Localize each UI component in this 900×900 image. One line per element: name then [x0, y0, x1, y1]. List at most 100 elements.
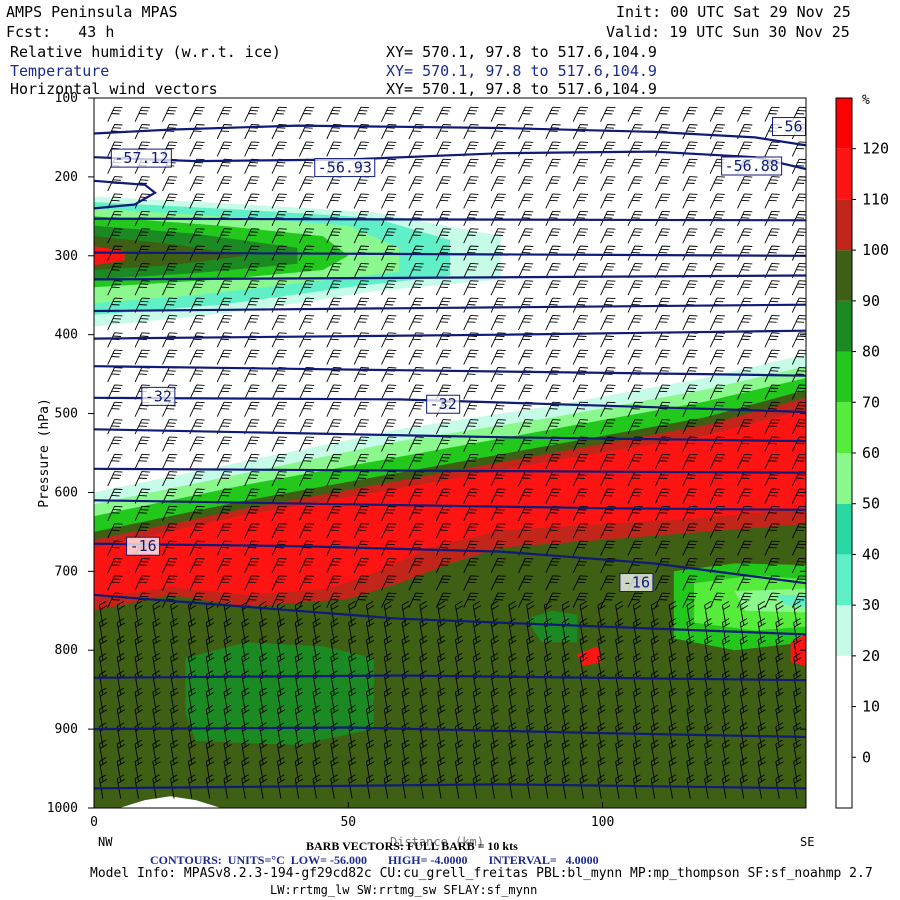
wind-barb [152, 635, 161, 660]
wind-barb [401, 600, 410, 626]
wind-barb [526, 704, 535, 730]
wind-barb [134, 687, 143, 712]
wind-barb [597, 635, 606, 660]
contour-label-box [721, 156, 783, 176]
wind-barb [353, 523, 369, 539]
wind-barb [490, 314, 506, 331]
wind-barb [721, 722, 731, 747]
wind-barb [545, 245, 561, 261]
wind-barb [365, 757, 375, 782]
x-end-label-left: NW [98, 835, 113, 849]
wind-barb [298, 176, 315, 192]
wind-barb [650, 635, 660, 660]
wind-barb [791, 401, 806, 417]
colorbar-swatch [836, 453, 852, 504]
wind-barb [737, 349, 753, 365]
wind-barb [216, 314, 233, 331]
y-axis: 100 200 300 400 500 600 700 800 900 1000 [47, 91, 806, 816]
wind-barb [223, 774, 232, 799]
wind-barb [490, 384, 506, 400]
wind-barb [463, 384, 479, 400]
wind-barb [189, 349, 205, 365]
wind-barb [298, 453, 315, 469]
wind-barb [490, 193, 506, 209]
wind-barb [298, 106, 315, 122]
wind-barb [490, 523, 506, 539]
wind-barb [704, 618, 713, 643]
wind-barb [600, 106, 616, 122]
colorbar-tick-label: 30 [862, 596, 880, 614]
wind-barb [791, 453, 806, 469]
wind-barb [545, 228, 561, 244]
wind-barb [271, 592, 287, 608]
contour-label: -32 [145, 387, 172, 405]
wind-barb [791, 193, 806, 209]
wind-barb [490, 652, 499, 678]
wind-barb [518, 228, 534, 244]
rh-patch-120 [577, 646, 603, 666]
wind-barb [189, 384, 205, 400]
colorbar-tick-label: 120 [862, 140, 889, 158]
contour-labels: -57.12 -56.93 -56.88 -56 -32 -32 -16 -16 [110, 117, 806, 593]
wind-barb [216, 141, 233, 157]
wind-barb [682, 193, 698, 209]
wind-barb [597, 600, 606, 626]
wind-barb [381, 349, 397, 365]
wind-barb [545, 193, 561, 209]
wind-barb [526, 687, 535, 712]
wind-barb [682, 210, 698, 226]
wind-barb [654, 557, 671, 574]
wind-barb [764, 245, 780, 261]
wind-barb [490, 419, 506, 435]
wind-barb [437, 757, 446, 782]
wind-barb [793, 757, 802, 782]
wind-barb [704, 687, 713, 712]
wind-barb [600, 384, 616, 400]
wind-barb [435, 332, 452, 348]
wind-barb [326, 419, 342, 435]
wind-barb [419, 774, 428, 799]
colorbar-swatch [836, 706, 852, 758]
wind-barb [216, 332, 233, 348]
wind-barb [98, 652, 108, 678]
wind-barb [572, 453, 589, 469]
colorbar: 0 10 20 30 40 50 60 70 80 90 100 110 120% [835, 93, 889, 809]
wind-barb [543, 722, 553, 747]
wind-barb [408, 367, 424, 383]
wind-barb [187, 652, 197, 678]
wind-barb [737, 228, 753, 244]
wind-barb [381, 314, 397, 331]
contour-label-box [141, 386, 176, 406]
wind-barb [572, 280, 589, 296]
wind-barb [526, 774, 535, 799]
wind-barb [654, 367, 671, 383]
wind-barb [241, 774, 250, 799]
wind-barb [472, 687, 482, 712]
wind-barb [435, 280, 452, 296]
wind-barb [244, 419, 260, 435]
wind-barb [545, 523, 561, 539]
wind-barb [668, 739, 677, 764]
wind-barb [463, 124, 479, 140]
temperature-contour [94, 329, 806, 340]
wind-barb [244, 124, 260, 140]
wind-barb [216, 280, 233, 296]
wind-barb [561, 739, 571, 764]
wind-barb [162, 106, 178, 122]
wind-barb [353, 262, 369, 279]
wind-barb [259, 704, 268, 730]
wind-barb [791, 540, 806, 556]
wind-barb [793, 704, 802, 730]
y-tick-label: 300 [55, 249, 78, 264]
valid-time: Valid: 19 UTC Sun 30 Nov 25 [606, 23, 850, 41]
wind-barb [353, 575, 369, 591]
wind-barb [189, 471, 205, 487]
wind-barb [682, 419, 698, 435]
wind-barb [381, 106, 397, 122]
wind-barb [791, 523, 806, 539]
wind-barb [107, 488, 123, 504]
wind-barb [704, 739, 713, 764]
wind-barb [326, 349, 342, 365]
wind-barb [162, 297, 178, 313]
